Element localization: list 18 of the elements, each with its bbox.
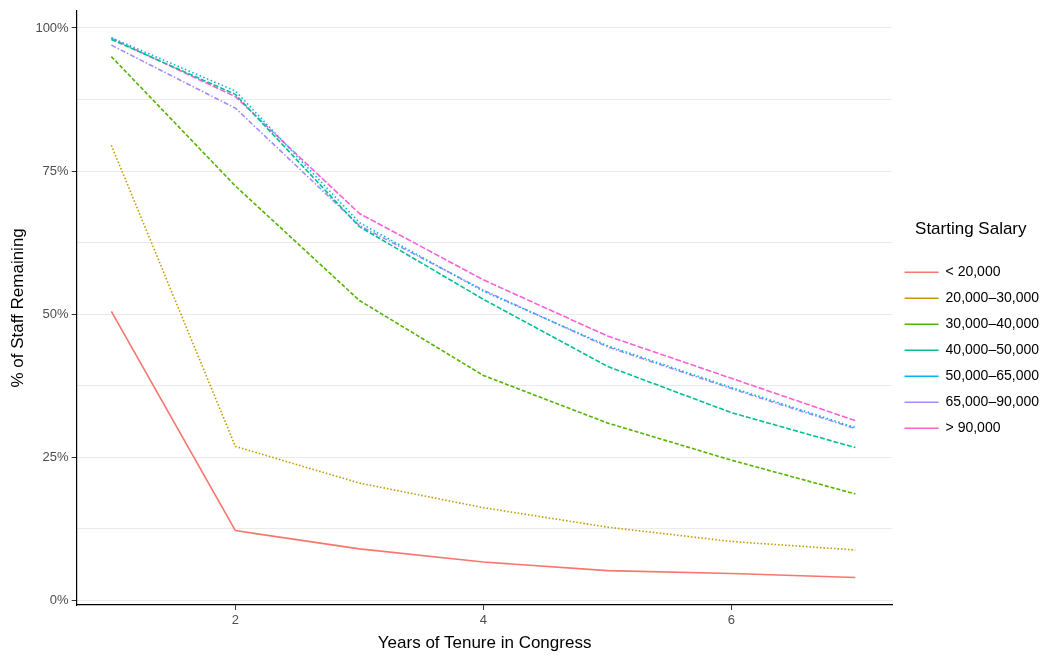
y-axis-title: % of Staff Remaining	[7, 228, 27, 388]
legend-label: 20,000–30,000	[945, 289, 1040, 306]
y-tick-label: 100%	[35, 19, 70, 35]
legend-label: 40,000–50,000	[945, 341, 1040, 358]
x-tick-label: 4	[479, 612, 487, 628]
x-tick-label: 6	[727, 612, 735, 628]
y-tick-label: 0%	[49, 592, 70, 607]
x-axis-title: Years of Tenure in Congress	[377, 633, 592, 653]
y-tick-label: 25%	[42, 448, 70, 464]
legend-title: Starting Salary	[915, 218, 1028, 238]
legend-label: 30,000–40,000	[945, 315, 1040, 332]
legend-label: > 90,000	[945, 419, 1001, 436]
legend-label: < 20,000	[945, 263, 1001, 280]
x-tick-label: 2	[231, 612, 239, 628]
y-tick-label: 50%	[42, 305, 70, 321]
legend-label: 50,000–65,000	[945, 367, 1040, 384]
legend-label: 65,000–90,000	[945, 393, 1040, 410]
y-tick-label: 75%	[42, 162, 70, 178]
